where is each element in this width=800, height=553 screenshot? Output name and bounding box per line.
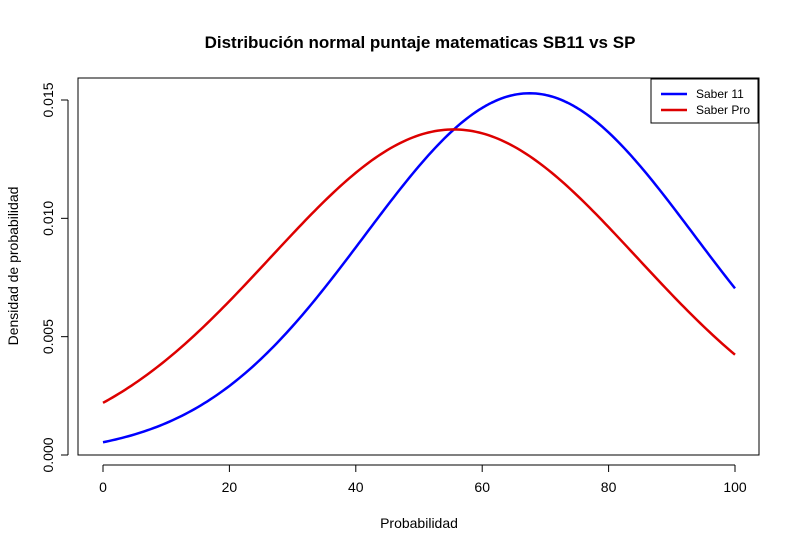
- series-line-saber-11: [102, 92, 736, 444]
- x-axis-label: Probabilidad: [380, 515, 458, 531]
- x-tick-label: 60: [474, 479, 490, 495]
- x-tick-label: 80: [601, 479, 617, 495]
- chart-title: Distribución normal puntaje matematicas …: [205, 33, 636, 52]
- x-axis: 0 20 40 60 80 100: [99, 464, 747, 495]
- x-tick-label: 0: [99, 479, 107, 495]
- x-tick-label: 100: [723, 479, 747, 495]
- legend: Saber 11 Saber Pro: [650, 78, 759, 124]
- y-tick-label: 0.010: [40, 201, 56, 236]
- y-axis-label: Densidad de probabilidad: [5, 187, 21, 346]
- series-layer: [102, 92, 736, 444]
- legend-box: [650, 78, 759, 124]
- x-tick-label: 20: [222, 479, 238, 495]
- y-tick-label: 0.005: [40, 319, 56, 354]
- x-tick-label: 40: [348, 479, 364, 495]
- legend-label: Saber Pro: [696, 103, 750, 117]
- plot-frame: [77, 77, 760, 456]
- y-axis: 0.000 0.005 0.010 0.015: [40, 82, 69, 473]
- series-line-saber-pro: [102, 128, 736, 404]
- legend-label: Saber 11: [696, 87, 744, 101]
- y-tick-label: 0.000: [40, 437, 56, 472]
- y-tick-label: 0.015: [40, 82, 56, 117]
